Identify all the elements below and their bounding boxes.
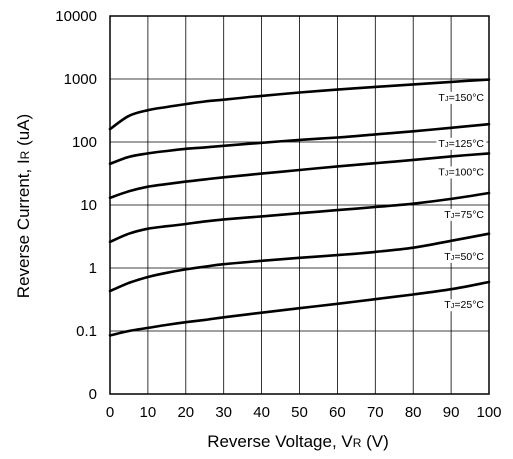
curve-label: TJ=100°C bbox=[438, 166, 484, 178]
curve-label: TJ=75°C bbox=[444, 209, 484, 221]
y-tick-label: 10 bbox=[80, 197, 97, 214]
y-tick-label: 0.1 bbox=[76, 323, 97, 340]
curve-label: TJ=150°C bbox=[438, 92, 484, 104]
x-tick-label: 40 bbox=[253, 404, 270, 421]
y-tick-label: 0 bbox=[89, 386, 97, 403]
y-tick-label: 1 bbox=[89, 260, 97, 277]
y-tick-label: 10000 bbox=[55, 8, 97, 25]
x-tick-label: 70 bbox=[367, 404, 384, 421]
x-tick-label: 100 bbox=[476, 404, 501, 421]
x-tick-label: 10 bbox=[140, 404, 157, 421]
x-axis-ticks: 0 10 20 30 40 50 60 70 80 90 100 bbox=[106, 404, 502, 421]
y-axis-ticks: 0 0.1 1 10 100 1000 10000 bbox=[55, 8, 97, 403]
x-tick-label: 50 bbox=[291, 404, 308, 421]
grid bbox=[110, 16, 489, 394]
curve-label: TJ=125°C bbox=[438, 138, 484, 150]
x-tick-label: 60 bbox=[329, 404, 346, 421]
x-tick-label: 0 bbox=[106, 404, 114, 421]
y-tick-label: 100 bbox=[72, 134, 97, 151]
x-tick-label: 20 bbox=[177, 404, 194, 421]
y-tick-label: 1000 bbox=[64, 71, 97, 88]
x-tick-label: 30 bbox=[215, 404, 232, 421]
curve-label: TJ=25°C bbox=[444, 299, 484, 311]
x-axis-label: Reverse Voltage, VR (V) bbox=[207, 432, 389, 451]
x-tick-label: 90 bbox=[443, 404, 460, 421]
x-tick-label: 80 bbox=[405, 404, 422, 421]
curve-label: TJ=50°C bbox=[444, 251, 484, 263]
y-axis-label: Reverse Current, IR (uA) bbox=[14, 114, 33, 298]
